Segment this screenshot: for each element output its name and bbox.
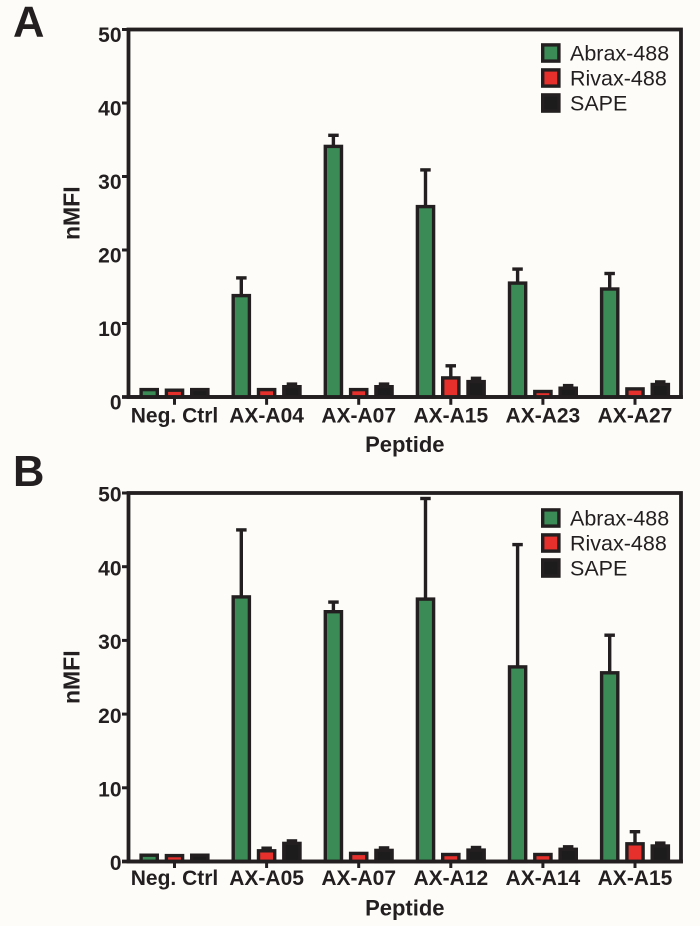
- svg-text:SAPE: SAPE: [570, 557, 627, 581]
- svg-text:30: 30: [98, 631, 121, 654]
- svg-text:AX-A12: AX-A12: [413, 867, 488, 890]
- svg-text:10: 10: [98, 318, 121, 341]
- svg-text:10: 10: [98, 778, 121, 801]
- svg-text:SAPE: SAPE: [570, 92, 627, 116]
- svg-text:AX-A27: AX-A27: [598, 405, 673, 428]
- svg-text:AX-A15: AX-A15: [413, 405, 488, 428]
- svg-text:nMFI: nMFI: [59, 650, 85, 704]
- svg-text:0: 0: [110, 392, 122, 415]
- svg-text:30: 30: [98, 171, 121, 194]
- svg-text:A: A: [13, 0, 44, 47]
- svg-text:Abrax-488: Abrax-488: [570, 507, 669, 531]
- svg-text:AX-A07: AX-A07: [321, 867, 396, 890]
- svg-text:50: 50: [98, 24, 121, 47]
- svg-text:AX-A04: AX-A04: [229, 405, 304, 428]
- svg-text:AX-A14: AX-A14: [506, 867, 581, 890]
- svg-text:AX-A23: AX-A23: [506, 405, 581, 428]
- svg-text:Peptide: Peptide: [365, 896, 444, 921]
- svg-text:Neg. Ctrl: Neg. Ctrl: [131, 405, 219, 428]
- svg-text:nMFI: nMFI: [59, 186, 85, 240]
- svg-text:Abrax-488: Abrax-488: [570, 42, 669, 66]
- svg-text:0: 0: [110, 852, 122, 875]
- svg-text:AX-A15: AX-A15: [598, 867, 673, 890]
- svg-text:20: 20: [98, 705, 121, 728]
- svg-text:Peptide: Peptide: [365, 432, 444, 457]
- svg-text:40: 40: [98, 98, 121, 121]
- svg-text:40: 40: [98, 557, 121, 580]
- svg-text:50: 50: [98, 484, 121, 507]
- svg-text:B: B: [13, 448, 44, 496]
- svg-text:Rivax-488: Rivax-488: [570, 67, 667, 91]
- svg-text:Neg. Ctrl: Neg. Ctrl: [131, 867, 219, 890]
- svg-text:20: 20: [98, 245, 121, 268]
- svg-text:AX-A07: AX-A07: [321, 405, 396, 428]
- svg-text:AX-A05: AX-A05: [229, 867, 304, 890]
- svg-text:Rivax-488: Rivax-488: [570, 532, 667, 556]
